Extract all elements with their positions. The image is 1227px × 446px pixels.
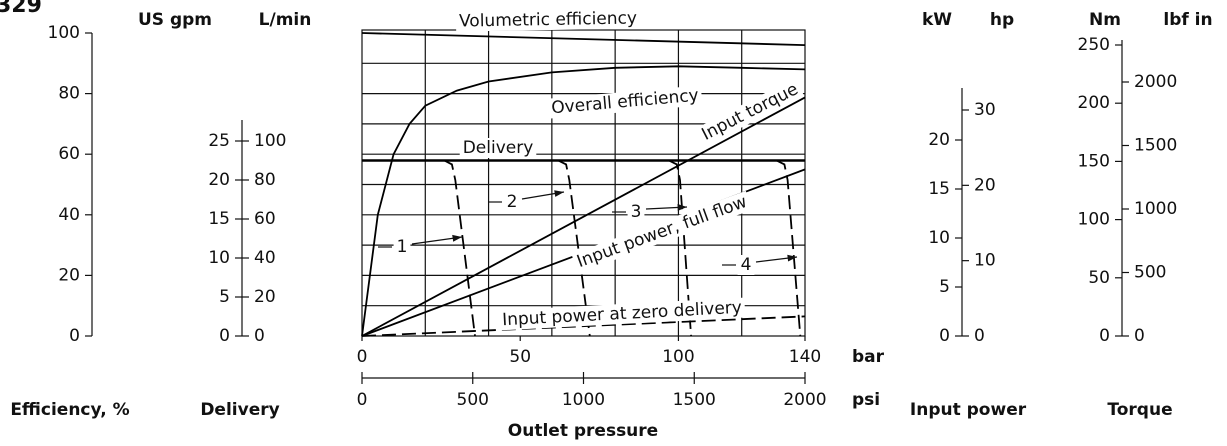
label-bg: [393, 237, 411, 257]
arrow-head: [554, 190, 564, 197]
y-tick-label: 20: [928, 130, 950, 150]
label-bg: [547, 85, 703, 119]
y-tick-label: 0: [974, 326, 985, 346]
series-line: [443, 159, 476, 337]
series-label: 1: [397, 237, 408, 257]
y-tick-label: 500: [1134, 263, 1166, 283]
axis-title: Efficiency, %: [10, 400, 129, 420]
arrow-head: [787, 254, 797, 262]
y-tick-label: 40: [254, 248, 276, 268]
arrow-head: [677, 204, 687, 211]
label-bg: [503, 192, 521, 212]
y-tick-label: 5: [939, 277, 950, 297]
y-tick-label: 100: [48, 23, 80, 43]
y-tick-label: 10: [974, 251, 996, 271]
series-line: [361, 32, 806, 46]
x-tick-label: 50: [509, 347, 531, 367]
x2-tick-label: 500: [457, 390, 489, 410]
y-tick-label: 100: [254, 131, 286, 151]
y-tick-label: 0: [69, 326, 80, 346]
series-label: Input power, full flow: [574, 192, 750, 272]
axis-unit: hp: [990, 10, 1014, 30]
y-tick-label: 20: [58, 265, 80, 285]
y-tick-label: 0: [254, 326, 265, 346]
y-tick-label: 30: [974, 100, 996, 120]
y-tick-label: 1000: [1134, 199, 1177, 219]
label-bg: [455, 8, 641, 32]
x-axis-title: Outlet pressure: [508, 421, 658, 441]
y-tick-label: 60: [58, 144, 80, 164]
label-bg: [695, 77, 805, 147]
axis-unit: US gpm: [138, 10, 212, 30]
label-bg: [737, 255, 755, 275]
label-bg: [627, 202, 645, 222]
axis-title: Torque: [1107, 400, 1172, 420]
y-tick-label: 1500: [1134, 136, 1177, 156]
y-tick-label: 60: [254, 209, 276, 229]
axis-unit: L/min: [259, 10, 312, 30]
y-tick-label: 80: [58, 84, 80, 104]
series-line: [668, 159, 692, 337]
label-bg: [498, 297, 746, 331]
chart-title: 329: [0, 0, 42, 18]
axis-unit: lbf in: [1163, 10, 1212, 30]
series-label: 3: [631, 202, 642, 222]
y-tick-label: 40: [58, 205, 80, 225]
series-label: Delivery: [463, 138, 534, 158]
series-label: 2: [507, 192, 518, 212]
y-tick-label: 15: [928, 179, 950, 199]
x2-tick-label: 1000: [562, 390, 605, 410]
arrow-head: [452, 234, 462, 242]
series-label: Overall efficiency: [551, 86, 700, 119]
y-tick-label: 15: [208, 209, 230, 229]
axis-title: Delivery: [200, 400, 279, 420]
series-label: Input torque: [699, 79, 802, 145]
x2-tick-label: 1500: [673, 390, 716, 410]
axis-title: Input power: [910, 400, 1027, 420]
y-tick-label: 0: [219, 326, 230, 346]
series-line: [361, 96, 806, 337]
plot-frame: [361, 29, 806, 337]
x-unit: bar: [852, 347, 885, 367]
x2-unit: psi: [852, 390, 880, 410]
y-tick-label: 50: [1088, 268, 1110, 288]
y-tick-label: 150: [1078, 151, 1110, 171]
axis-unit: Nm: [1089, 10, 1121, 30]
y-tick-label: 25: [208, 131, 230, 151]
y-tick-label: 2000: [1134, 72, 1177, 92]
series-line: [361, 315, 806, 337]
label-bg: [459, 138, 537, 158]
y-tick-label: 250: [1078, 35, 1110, 55]
series-line: [776, 159, 802, 337]
x-tick-label: 140: [789, 347, 821, 367]
y-tick-label: 0: [939, 326, 950, 346]
axis-unit: kW: [922, 10, 952, 30]
series-label: 4: [741, 255, 752, 275]
x2-tick-label: 0: [357, 390, 368, 410]
y-tick-label: 20: [974, 175, 996, 195]
y-tick-label: 20: [208, 170, 230, 190]
x-tick-label: 0: [357, 347, 368, 367]
series-label: Volumetric efficiency: [459, 8, 637, 31]
label-bg: [571, 190, 753, 274]
y-tick-label: 200: [1078, 93, 1110, 113]
y-tick-label: 10: [928, 228, 950, 248]
x-tick-label: 100: [662, 347, 694, 367]
y-tick-label: 100: [1078, 210, 1110, 230]
y-tick-label: 0: [1099, 326, 1110, 346]
y-tick-label: 20: [254, 287, 276, 307]
y-tick-label: 10: [208, 248, 230, 268]
y-tick-label: 80: [254, 170, 276, 190]
y-tick-label: 5: [219, 287, 230, 307]
series-line: [361, 65, 806, 337]
x2-tick-label: 2000: [783, 390, 826, 410]
y-tick-label: 0: [1134, 326, 1145, 346]
